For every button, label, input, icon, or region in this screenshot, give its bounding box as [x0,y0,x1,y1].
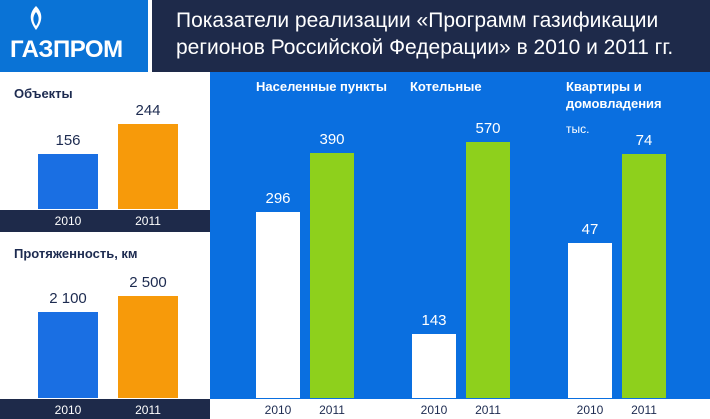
flame-icon [30,6,42,30]
bar-2010 [38,154,98,209]
bar-2011 [622,154,666,398]
title-banner: Показатели реализации «Программ газифика… [152,0,710,72]
apartments-chart-title: Квартиры и домовладения [566,79,662,111]
length-axis-strip [0,399,210,419]
data-label: 244 [135,102,161,119]
objects-axis-strip [0,210,210,232]
bar-2011 [466,142,510,398]
bar-2011 [310,153,354,398]
x-tick-label: 2010 [264,403,292,417]
bar-2010 [38,312,98,398]
x-tick-label: 2011 [475,403,501,417]
x-tick-label: 2011 [135,214,161,228]
x-tick-label: 2010 [54,214,82,228]
boilers-chart-title: Котельные [410,79,482,94]
data-label: 2 100 [49,290,87,307]
bar-2010 [412,334,456,398]
data-label: 570 [475,120,501,137]
gazprom-logo: ГАЗПРОМ [0,0,148,72]
data-label: 390 [319,131,345,148]
right-axis-strip [210,399,710,419]
bar-2010 [256,212,300,398]
data-label: 296 [265,190,291,207]
x-tick-label: 2011 [319,403,345,417]
data-label: 47 [581,221,599,238]
length-chart-title: Протяженность, км [14,246,138,261]
data-label: 2 500 [129,274,167,291]
bar-2011 [118,124,178,209]
data-label: 74 [635,132,653,149]
x-tick-label: 2010 [576,403,604,417]
x-tick-label: 2010 [420,403,448,417]
logo-text: ГАЗПРОМ [10,36,123,63]
objects-chart-title: Объекты [14,86,73,101]
apartments-unit: тыс. [566,122,590,136]
data-label: 143 [421,312,447,329]
bar-2010 [568,243,612,398]
settlements-chart-title: Населенные пункты [256,79,387,94]
x-tick-label: 2011 [135,403,161,417]
title-line-1: Показатели реализации «Программ газифика… [176,9,659,32]
bar-2011 [118,296,178,398]
x-tick-label: 2010 [54,403,82,417]
title-line-2: регионов Российской Федерации» в 2010 и … [176,36,674,59]
data-label: 156 [55,132,81,149]
x-tick-label: 2011 [631,403,657,417]
